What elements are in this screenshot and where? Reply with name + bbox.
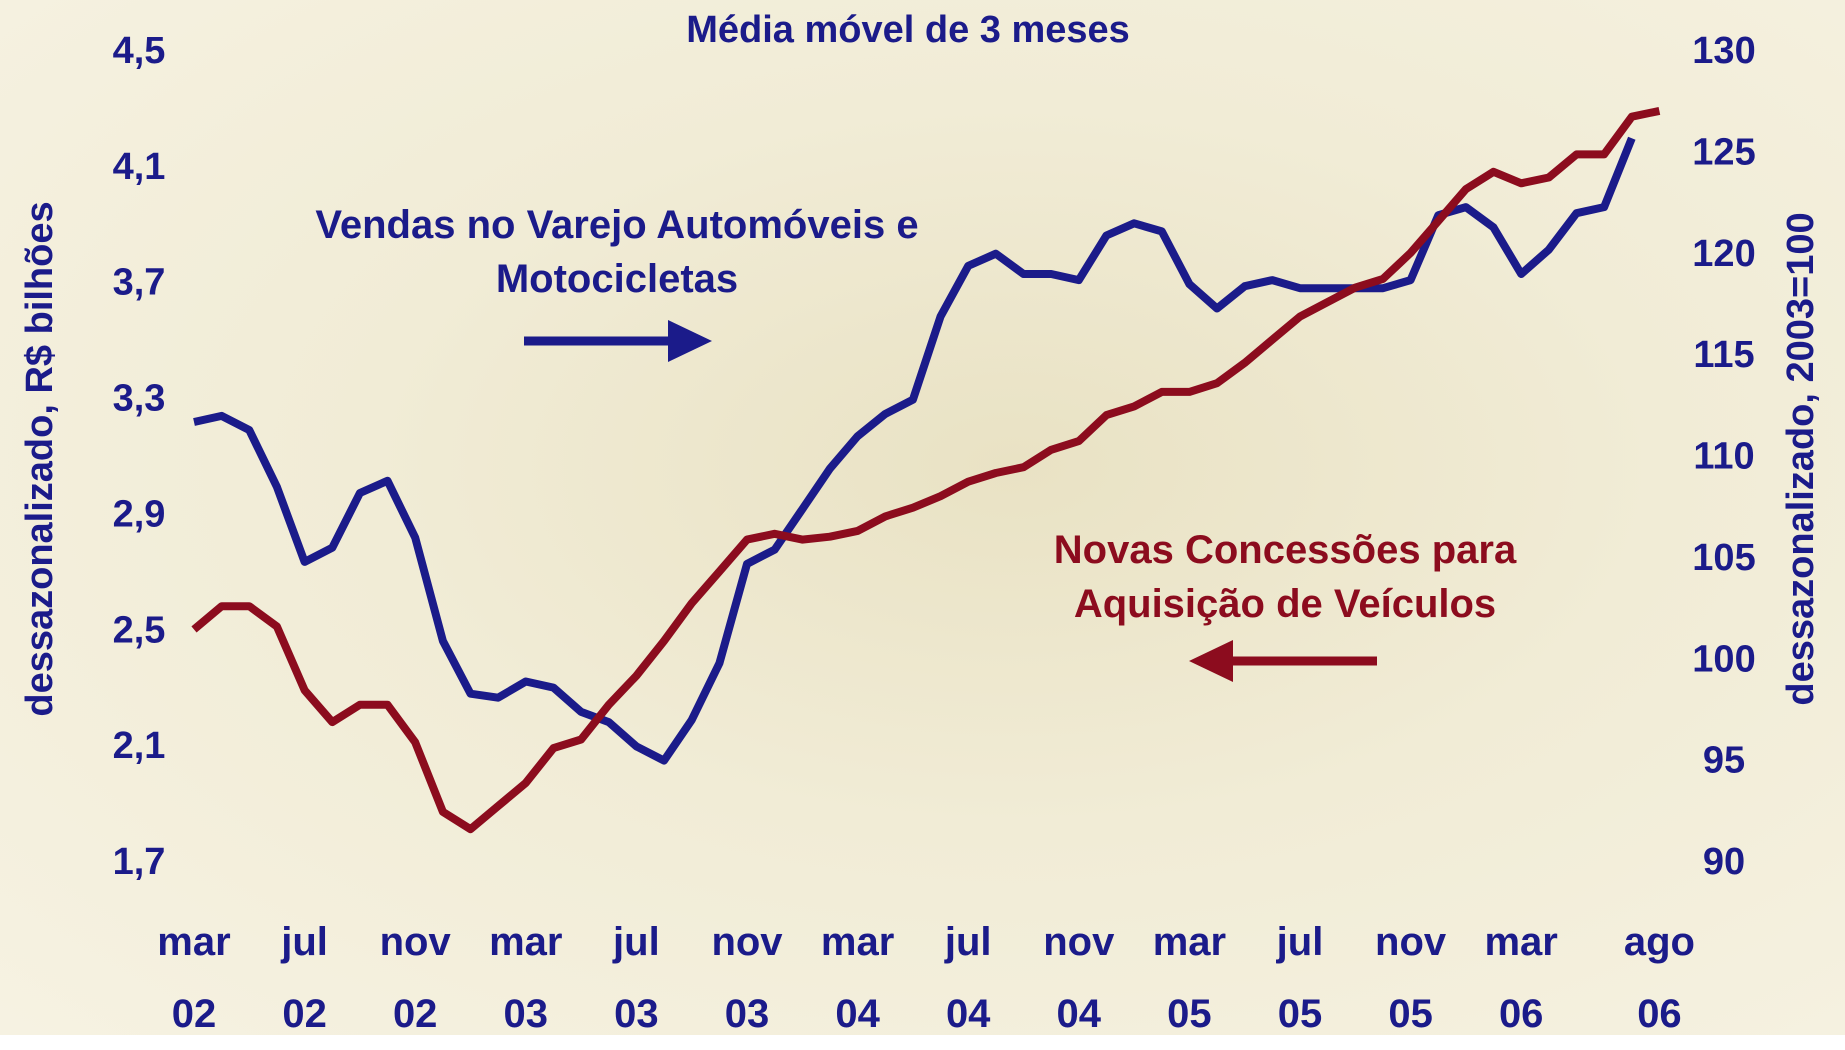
- y-tick-label: 2,9: [113, 493, 166, 535]
- x-tick-label: mar 04: [818, 906, 898, 1050]
- x-tick-label: nov 02: [375, 906, 455, 1050]
- x-tick-label: jul 04: [928, 906, 1008, 1050]
- y2-tick-label: 115: [1693, 334, 1754, 376]
- y-tick-label: 3,3: [113, 378, 166, 420]
- y2-tick-label: 120: [1692, 233, 1755, 275]
- x-tick-label: nov 03: [707, 906, 787, 1050]
- x-tick-label: mar 03: [486, 906, 566, 1050]
- x-tick-label: mar 05: [1149, 906, 1229, 1050]
- x-tick-label: mar 02: [154, 906, 234, 1050]
- y2-tick-label: 110: [1693, 436, 1754, 478]
- y-tick-label: 1,7: [113, 841, 166, 883]
- y2-tick-label: 100: [1692, 638, 1755, 680]
- x-tick-label: ago 06: [1619, 906, 1699, 1050]
- x-tick-label: jul 03: [596, 906, 676, 1050]
- y2-tick-label: 125: [1692, 131, 1755, 173]
- arrow-head: [1189, 640, 1233, 682]
- plot: Média móvel de 3 meses dessazonalizado, …: [0, 0, 1845, 1035]
- x-tick-label: nov 05: [1371, 906, 1451, 1050]
- x-tick-label: jul 02: [265, 906, 345, 1050]
- y-tick-label: 4,5: [113, 30, 166, 72]
- y-axis-label: dessazonalizado, R$ bilhões: [19, 201, 61, 716]
- y2-tick-label: 95: [1703, 740, 1745, 782]
- series-label: Vendas no Varejo Automóveis e Motociclet…: [302, 198, 932, 306]
- y-tick-label: 4,1: [113, 146, 166, 188]
- chart: Média móvel de 3 meses dessazonalizado, …: [0, 0, 1845, 1035]
- y2-tick-label: 130: [1692, 30, 1755, 72]
- x-tick-label: jul 05: [1260, 906, 1340, 1050]
- x-tick-label: mar 06: [1481, 906, 1561, 1050]
- chart-title: Média móvel de 3 meses: [686, 9, 1130, 51]
- x-tick-label: nov 04: [1039, 906, 1119, 1050]
- y2-tick-label: 90: [1703, 841, 1745, 883]
- y2-tick-label: 105: [1692, 537, 1755, 579]
- y-tick-label: 2,5: [113, 609, 166, 651]
- series-label: Novas Concessões para Aquisição de Veícu…: [985, 523, 1585, 631]
- y2-axis-label: dessazonalizado, 2003=100: [1780, 212, 1822, 705]
- y-tick-label: 3,7: [113, 262, 166, 304]
- y-tick-label: 2,1: [113, 725, 166, 767]
- arrow-head: [668, 320, 712, 362]
